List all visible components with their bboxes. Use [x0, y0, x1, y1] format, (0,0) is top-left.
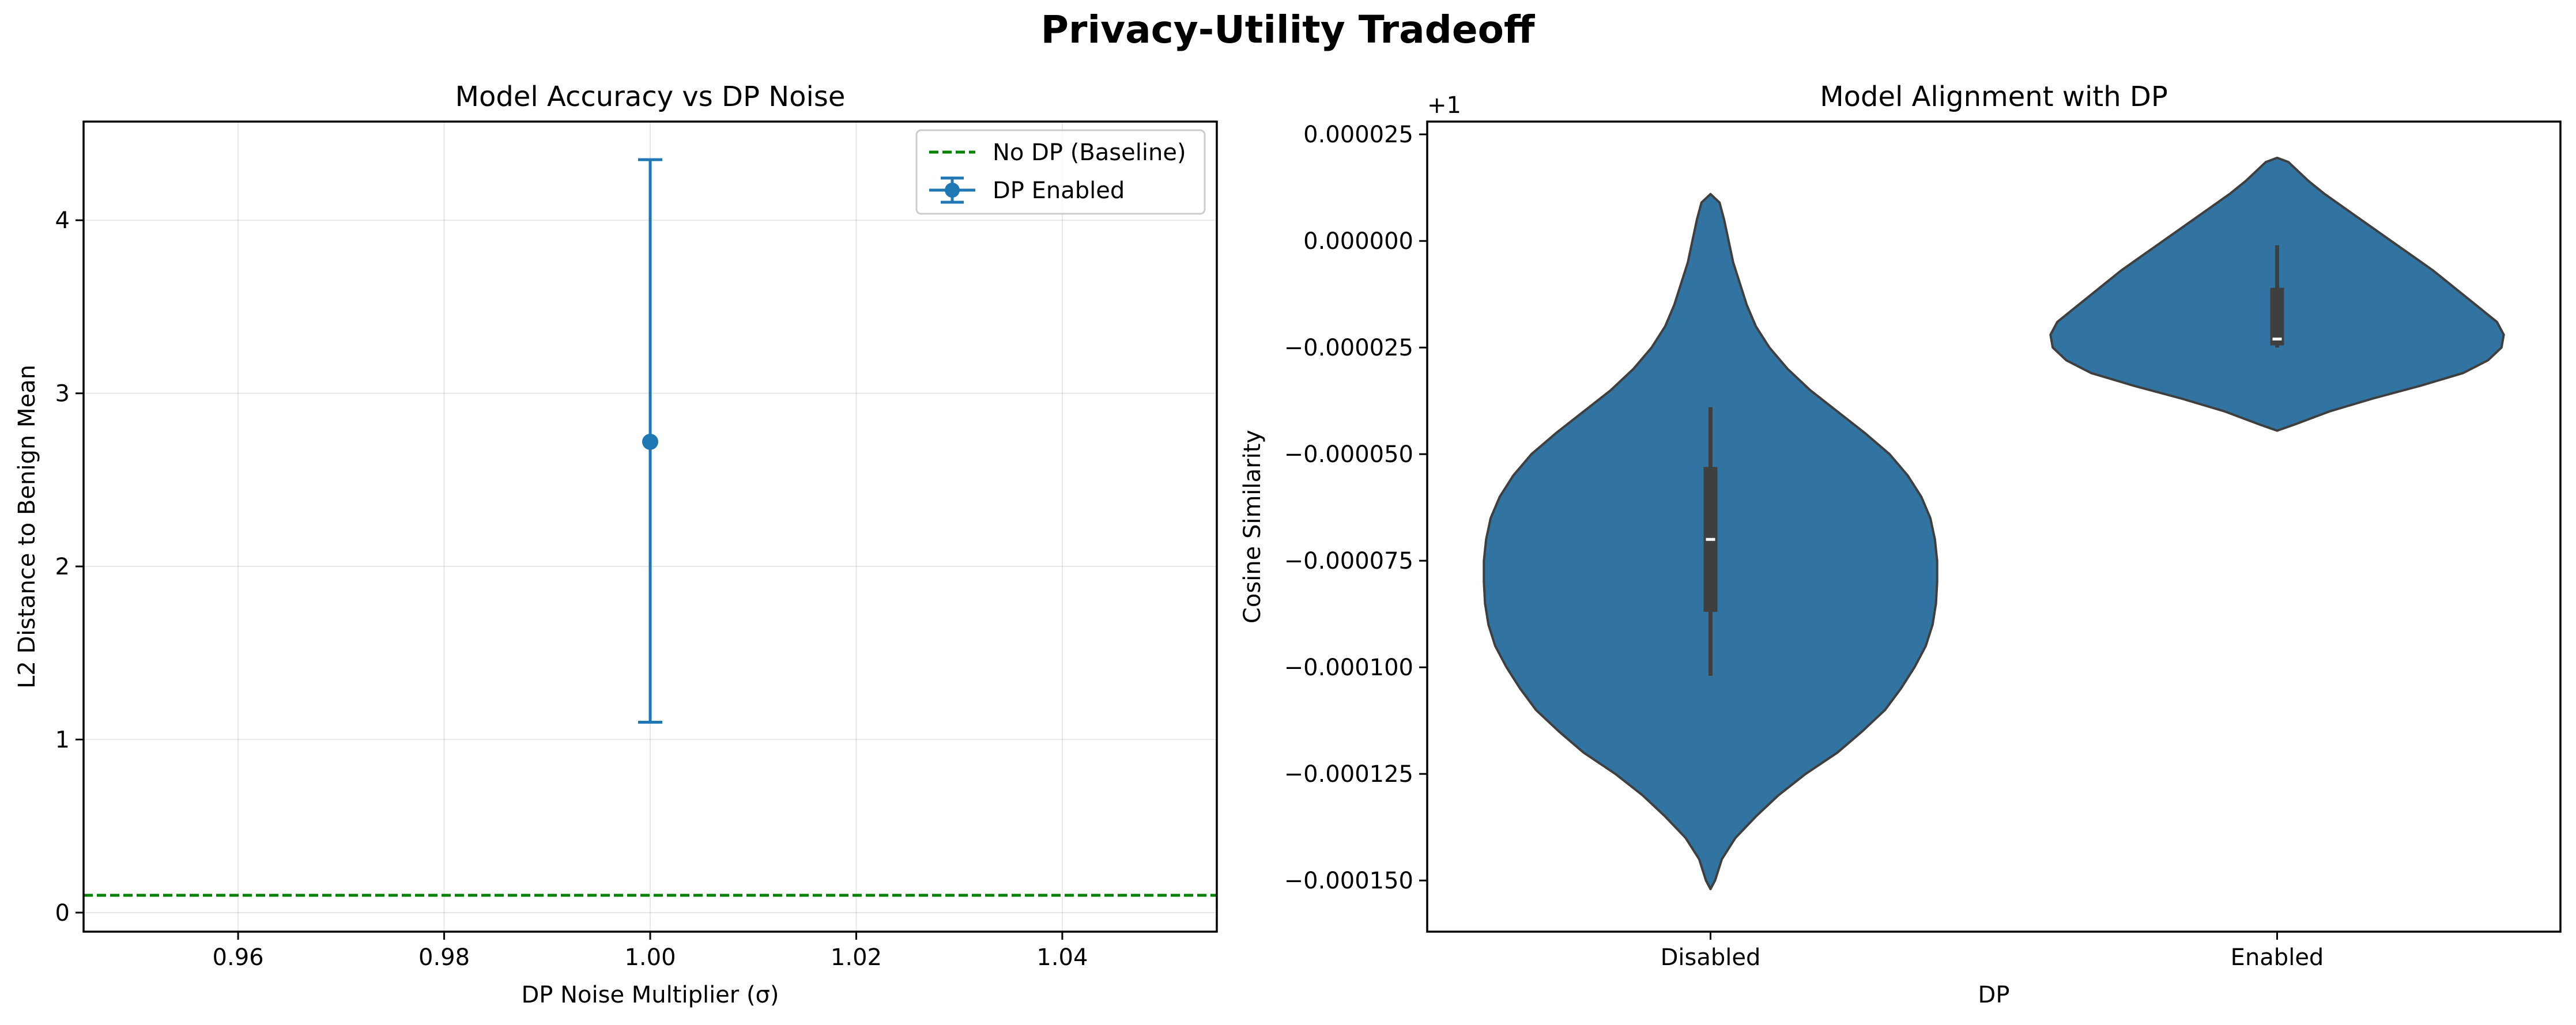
y-tick-label: −0.000025 [1284, 335, 1413, 361]
legend-baseline-label: No DP (Baseline) [993, 139, 1186, 166]
alignment-violins [1483, 156, 2505, 890]
x-tick-label: 1.00 [624, 944, 676, 971]
y-tick-label: 0.000025 [1303, 122, 1413, 148]
y-tick-label: 0 [55, 900, 70, 926]
alignment-offset-label: +1 [1427, 92, 1461, 119]
alignment-y-label: Cosine Similarity [1239, 430, 1266, 623]
dp-errorbar-point [638, 158, 662, 724]
accuracy-y-label: L2 Distance to Benign Mean [14, 365, 40, 689]
x-tick-label: 0.98 [418, 944, 470, 971]
y-tick-label: −0.000125 [1284, 761, 1413, 788]
y-tick-label: 1 [55, 727, 70, 754]
violin-disabled [1483, 192, 1938, 890]
y-tick-label: −0.000050 [1284, 441, 1413, 468]
alignment-plot-frame [1426, 120, 2562, 933]
accuracy-marks [84, 158, 1217, 897]
alignment-y-ticks: −0.000150 −0.000125 −0.000100 −0.000075 −0.0… [1284, 122, 1427, 894]
alignment-x-label: DP [1978, 982, 2010, 1008]
accuracy-x-ticks: 0.96 0.98 1.00 1.02 1.04 [213, 932, 1088, 971]
x-tick-label: Enabled [2231, 944, 2324, 971]
legend-dp-label: DP Enabled [993, 177, 1125, 204]
y-tick-label: 4 [55, 207, 70, 234]
figure-title: Privacy-Utility Tradeoff [1041, 7, 1536, 52]
y-tick-label: 3 [55, 381, 70, 407]
y-tick-label: −0.000150 [1284, 868, 1413, 894]
legend-box [915, 129, 1206, 215]
accuracy-x-label: DP Noise Multiplier (σ) [521, 982, 779, 1008]
x-tick-label: Disabled [1661, 944, 1761, 971]
y-tick-label: 2 [55, 554, 70, 580]
x-tick-label: 1.02 [831, 944, 882, 971]
alignment-panel: Disabled Enabled −0.000150−0.000125−0.000… [1239, 81, 2562, 1008]
accuracy-panel: 0.96 0.98 1.00 1.02 1.04 0 1 2 3 4 Model Accurac… [14, 81, 1218, 1008]
y-tick-label: −0.000100 [1284, 655, 1413, 681]
y-tick-label: 0.000000 [1303, 228, 1413, 255]
legend-dp-swatch [929, 176, 975, 204]
dp-point-marker [642, 433, 658, 450]
alignment-x-ticks: Disabled Enabled [1661, 932, 2324, 971]
accuracy-title: Model Accuracy vs DP Noise [455, 81, 846, 113]
y-tick-label: −0.000075 [1284, 548, 1413, 574]
x-tick-label: 1.04 [1036, 944, 1088, 971]
accuracy-y-ticks: 0 1 2 3 4 [55, 207, 84, 926]
accuracy-legend: No DP (Baseline) DP Enabled [915, 129, 1206, 215]
violin-enabled [2049, 156, 2505, 432]
violin-iqr-box [2270, 288, 2284, 346]
alignment-title: Model Alignment with DP [1820, 81, 2168, 113]
x-tick-label: 0.96 [213, 944, 264, 971]
